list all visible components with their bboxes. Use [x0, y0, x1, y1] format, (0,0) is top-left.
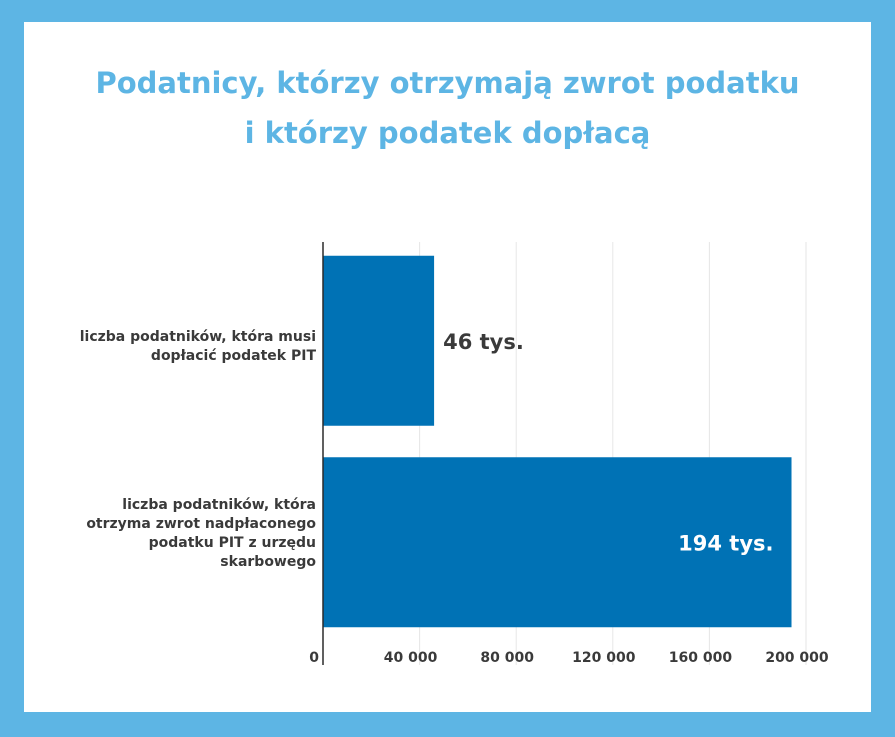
category-label-2: liczba podatników, która otrzyma zwrot n…	[86, 497, 316, 570]
category-label-1: liczba podatników, która musi dopłacić p…	[79, 329, 316, 364]
x-tick-label-5: 200 000	[765, 650, 829, 666]
chart-title: Podatnicy, którzy otrzymają zwrot podatk…	[24, 58, 871, 158]
bar-2	[323, 457, 792, 628]
data-label-1: 46 tys.	[443, 330, 524, 354]
x-tick-label-3: 120 000	[572, 650, 636, 666]
chart-title-line-1: Podatnicy, którzy otrzymają zwrot podatk…	[95, 66, 800, 100]
data-label-2: 194 tys.	[678, 531, 773, 555]
data-labels: 46 tys. 194 tys.	[443, 330, 773, 556]
x-tick-label-0: 0	[309, 650, 319, 666]
bars	[323, 255, 792, 628]
chart-title-line-2: i którzy podatek dopłacą	[244, 116, 651, 150]
x-tick-label-1: 40 000	[384, 650, 438, 666]
bar-chart: 0 40 000 80 000 120 000 160 000 200 000 46 ty…	[309, 242, 829, 666]
chart-card: Podatnicy, którzy otrzymają zwrot podatk…	[24, 22, 871, 712]
x-tick-label-2: 80 000	[480, 650, 534, 666]
bar-1	[323, 255, 435, 426]
x-axis-ticks: 0 40 000 80 000 120 000 160 000 200 000	[309, 650, 829, 666]
x-tick-label-4: 160 000	[669, 650, 733, 666]
